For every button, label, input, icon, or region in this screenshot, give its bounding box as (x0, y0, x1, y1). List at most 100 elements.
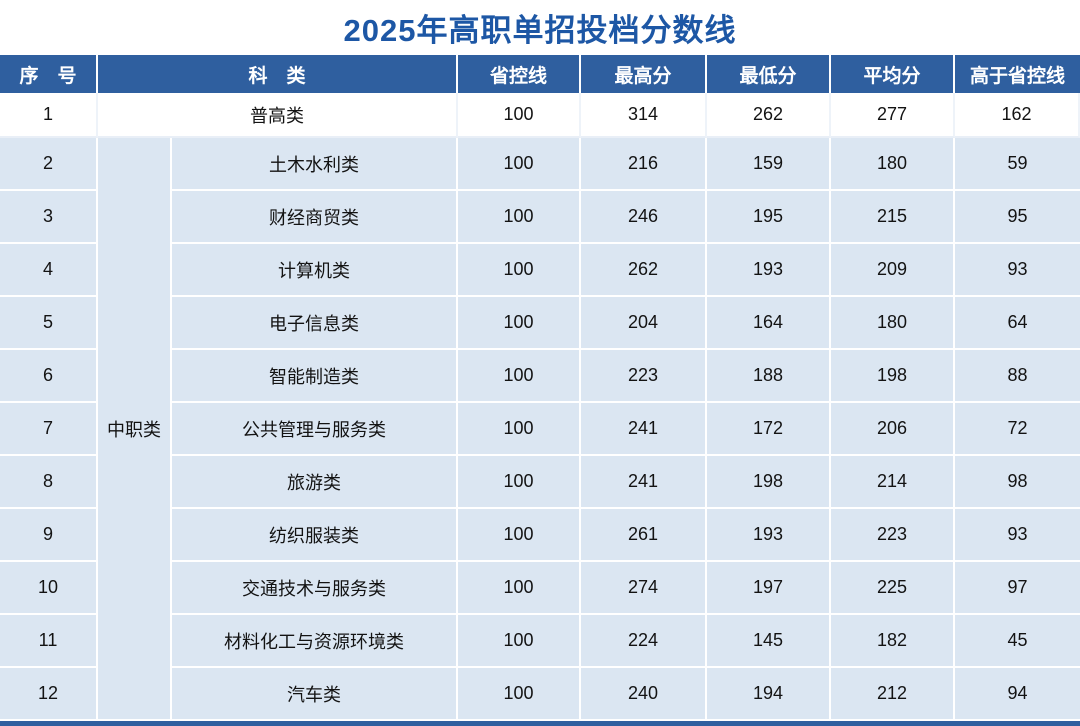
cell-min-score: 194 (707, 668, 832, 721)
cell-above-control: 59 (955, 138, 1080, 191)
cell-above-control: 94 (955, 668, 1080, 721)
cell-group: 中职类 (98, 138, 172, 721)
cell-avg-score: 215 (831, 191, 956, 244)
header-category: 科 类 (98, 55, 459, 93)
cell-max-score: 241 (581, 403, 708, 456)
cell-category: 财经商贸类 (172, 191, 459, 244)
header-serial: 序 号 (0, 55, 98, 93)
cell-above-control: 93 (955, 509, 1080, 562)
cell-min-score: 195 (707, 191, 832, 244)
cell-category: 计算机类 (172, 244, 459, 297)
cell-serial: 6 (0, 350, 98, 403)
score-table: 序 号 科 类 省控线 最高分 最低分 平均分 高于省控线 1 普高类 100 314… (0, 55, 1080, 721)
cell-serial: 3 (0, 191, 98, 244)
cell-control-line: 100 (458, 297, 582, 350)
cell-category: 智能制造类 (172, 350, 459, 403)
cell-avg-score: 209 (831, 244, 956, 297)
table-row: 7 公共管理与服务类 100 241 172 206 72 (0, 403, 1080, 456)
cell-category: 汽车类 (172, 668, 459, 721)
cell-avg-score: 180 (831, 297, 956, 350)
cell-serial: 8 (0, 456, 98, 509)
cell-category: 交通技术与服务类 (172, 562, 459, 615)
page-title: 2025年高职单招投档分数线 (343, 13, 737, 48)
cell-category: 公共管理与服务类 (172, 403, 459, 456)
table-row: 1 普高类 100 314 262 277 162 (0, 93, 1080, 138)
header-min-score: 最低分 (707, 55, 832, 93)
cell-control-line: 100 (458, 562, 582, 615)
cell-avg-score: 223 (831, 509, 956, 562)
cell-min-score: 193 (707, 244, 832, 297)
table-row: 8 旅游类 100 241 198 214 98 (0, 456, 1080, 509)
bottom-accent-bar (0, 721, 1080, 726)
cell-max-score: 224 (581, 615, 708, 668)
cell-category: 材料化工与资源环境类 (172, 615, 459, 668)
cell-category: 纺织服装类 (172, 509, 459, 562)
cell-serial: 4 (0, 244, 98, 297)
cell-control-line: 100 (458, 403, 582, 456)
cell-control-line: 100 (458, 138, 582, 191)
cell-avg-score: 214 (831, 456, 956, 509)
cell-control-line: 100 (458, 244, 582, 297)
cell-control-line: 100 (458, 191, 582, 244)
cell-serial: 5 (0, 297, 98, 350)
cell-control-line: 100 (458, 456, 582, 509)
header-avg-score: 平均分 (831, 55, 956, 93)
cell-control-line: 100 (458, 350, 582, 403)
header-control-line: 省控线 (458, 55, 582, 93)
cell-max-score: 240 (581, 668, 708, 721)
cell-serial: 10 (0, 562, 98, 615)
cell-above-control: 45 (955, 615, 1080, 668)
cell-category: 电子信息类 (172, 297, 459, 350)
cell-min-score: 198 (707, 456, 832, 509)
cell-control-line: 100 (458, 615, 582, 668)
cell-above-control: 88 (955, 350, 1080, 403)
cell-min-score: 193 (707, 509, 832, 562)
table-row: 12 汽车类 100 240 194 212 94 (0, 668, 1080, 721)
cell-max-score: 241 (581, 456, 708, 509)
cell-control-line: 100 (458, 668, 582, 721)
cell-min-score: 197 (707, 562, 832, 615)
header-above-control: 高于省控线 (955, 55, 1080, 93)
table-row: 6 智能制造类 100 223 188 198 88 (0, 350, 1080, 403)
cell-serial: 9 (0, 509, 98, 562)
cell-above-control: 98 (955, 456, 1080, 509)
table-row: 10 交通技术与服务类 100 274 197 225 97 (0, 562, 1080, 615)
cell-min-score: 188 (707, 350, 832, 403)
cell-min-score: 262 (707, 93, 832, 138)
table-row: 2 中职类 土木水利类 100 216 159 180 59 (0, 138, 1080, 721)
cell-avg-score: 212 (831, 668, 956, 721)
cell-category: 普高类 (98, 93, 459, 138)
table-row: 9 纺织服装类 100 261 193 223 93 (0, 509, 1080, 562)
cell-category: 旅游类 (172, 456, 459, 509)
score-table-header: 序 号 科 类 省控线 最高分 最低分 平均分 高于省控线 (0, 55, 1080, 93)
cell-control-line: 100 (458, 509, 582, 562)
cell-avg-score: 180 (831, 138, 956, 191)
cell-max-score: 261 (581, 509, 708, 562)
cell-avg-score: 225 (831, 562, 956, 615)
cell-min-score: 145 (707, 615, 832, 668)
cell-max-score: 274 (581, 562, 708, 615)
cell-avg-score: 198 (831, 350, 956, 403)
header-row: 序 号 科 类 省控线 最高分 最低分 平均分 高于省控线 (0, 55, 1080, 93)
cell-above-control: 64 (955, 297, 1080, 350)
cell-max-score: 314 (581, 93, 708, 138)
cell-above-control: 97 (955, 562, 1080, 615)
cell-category: 土木水利类 (172, 138, 459, 191)
cell-serial: 11 (0, 615, 98, 668)
cell-control-line: 100 (458, 93, 582, 138)
header-max-score: 最高分 (581, 55, 708, 93)
cell-min-score: 164 (707, 297, 832, 350)
score-table-body: 1 普高类 100 314 262 277 162 2 中职类 土木水利类 100 216 159 180… (0, 93, 1080, 721)
cell-above-control: 93 (955, 244, 1080, 297)
table-row: 3 财经商贸类 100 246 195 215 95 (0, 191, 1080, 244)
table-row: 5 电子信息类 100 204 164 180 64 (0, 297, 1080, 350)
cell-min-score: 172 (707, 403, 832, 456)
cell-serial: 2 (0, 138, 98, 191)
cell-avg-score: 206 (831, 403, 956, 456)
table-row: 4 计算机类 100 262 193 209 93 (0, 244, 1080, 297)
cell-min-score: 159 (707, 138, 832, 191)
cell-serial: 1 (0, 93, 98, 138)
cell-max-score: 216 (581, 138, 708, 191)
cell-serial: 7 (0, 403, 98, 456)
